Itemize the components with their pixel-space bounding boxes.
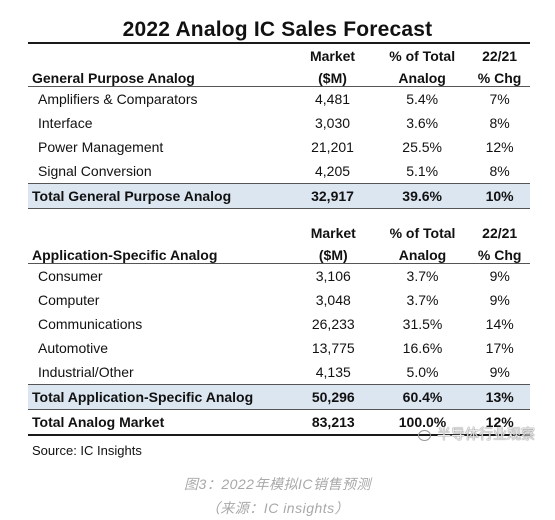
share-header-unit: Analog (375, 64, 470, 87)
chg-value: 9% (489, 364, 510, 380)
total-label: Total Application-Specific Analog (28, 384, 291, 410)
market-value: 4,135 (315, 364, 351, 380)
table-row: Interface 3,030 3.6% 8% (28, 111, 530, 135)
share-value: 5.1% (406, 163, 439, 179)
market-value: 13,775 (311, 340, 355, 356)
table-row: Industrial/Other 4,135 5.0% 9% (28, 360, 530, 385)
market-value: 4,481 (315, 91, 351, 107)
table-row: Communications 26,233 31.5% 14% (28, 312, 530, 336)
market-value: 26,233 (311, 316, 355, 332)
row-label: Automotive (38, 340, 109, 356)
watermark-text: 半导体行业观察 (437, 426, 535, 442)
header-row: General Purpose Analog ($M) Analog % Chg (28, 64, 530, 87)
share-value: 5.4% (406, 91, 439, 107)
total-chg: 10% (469, 183, 530, 209)
market-value: 3,030 (315, 115, 351, 131)
figure-source-caption: （来源：IC insights） (205, 500, 350, 516)
chg-value: 8% (489, 163, 510, 179)
total-row: Total Application-Specific Analog 50,296… (28, 384, 530, 410)
market-header: Market (310, 225, 356, 241)
table-title: 2022 Analog IC Sales Forecast (122, 18, 433, 41)
watermark: 半导体行业观察 (418, 424, 535, 444)
total-market: 32,917 (289, 183, 376, 209)
market-value: 3,106 (315, 268, 351, 284)
table-row: Signal Conversion 4,205 5.1% 8% (28, 159, 530, 184)
table-row: Power Management 21,201 25.5% 12% (28, 135, 530, 159)
chg-value: 9% (489, 292, 510, 308)
share-value: 3.6% (406, 115, 439, 131)
chg-header-unit: % Chg (469, 64, 530, 87)
application-specific-table: Market % of Total 22/21 Application-Spec… (28, 221, 530, 436)
share-value: 3.7% (406, 268, 439, 284)
chg-value: 14% (485, 316, 514, 332)
general-purpose-table: Market % of Total 22/21 General Purpose … (28, 42, 530, 209)
share-value: 3.7% (406, 292, 439, 308)
row-label: Consumer (38, 268, 103, 284)
market-value: 21,201 (311, 139, 354, 155)
market-value: 4,205 (315, 163, 351, 179)
share-header-unit: Analog (375, 241, 470, 264)
row-label: Power Management (38, 139, 164, 155)
chg-value: 12% (485, 139, 514, 155)
share-header: % of Total (389, 48, 456, 64)
share-value: 31.5% (402, 316, 443, 332)
row-label: Computer (38, 292, 100, 308)
market-header: Market (309, 48, 356, 64)
market-value: 3,048 (315, 292, 351, 308)
total-chg: 13% (469, 384, 530, 410)
figure-caption: 图3：2022年模拟IC销售预测 (184, 476, 371, 492)
total-share: 60.4% (375, 384, 470, 410)
row-label: Signal Conversion (38, 163, 152, 179)
chg-header: 22/21 (482, 48, 518, 64)
chg-header: 22/21 (482, 225, 518, 241)
share-header: % of Total (389, 225, 456, 241)
market-header-unit: ($M) (290, 241, 376, 264)
total-row: Total General Purpose Analog 32,917 39.6… (28, 183, 530, 209)
row-label: Communications (38, 316, 143, 332)
row-label: Industrial/Other (38, 364, 134, 380)
chg-value: 8% (489, 115, 510, 131)
table-row: Computer 3,048 3.7% 9% (28, 288, 530, 312)
total-label: Total General Purpose Analog (28, 183, 290, 209)
row-label: Amplifiers & Comparators (38, 91, 198, 107)
market-header-unit: ($M) (289, 64, 376, 87)
row-label: Interface (38, 115, 93, 131)
header-row: Market % of Total 22/21 (28, 43, 530, 64)
grand-total-label: Total Analog Market (28, 409, 291, 436)
chg-header-unit: % Chg (469, 241, 530, 264)
share-value: 5.0% (406, 364, 439, 380)
header-row: Market % of Total 22/21 (28, 221, 530, 241)
section-heading: Application-Specific Analog (28, 241, 291, 264)
table-row: Automotive 13,775 16.6% 17% (28, 336, 530, 360)
chg-value: 9% (489, 268, 510, 284)
table-row: Amplifiers & Comparators 4,481 5.4% 7% (28, 87, 530, 112)
chg-value: 17% (485, 340, 514, 356)
share-value: 16.6% (402, 340, 443, 356)
section-heading: General Purpose Analog (28, 64, 290, 87)
total-market: 50,296 (290, 384, 376, 410)
chg-value: 7% (489, 91, 510, 107)
grand-total-market: 83,213 (290, 409, 376, 436)
table-row: Consumer 3,106 3.7% 9% (28, 264, 530, 289)
header-row: Application-Specific Analog ($M) Analog … (28, 241, 530, 264)
grand-total-chg: 12% (469, 409, 530, 436)
share-value: 25.5% (402, 139, 442, 155)
source-note: Source: IC Insights (32, 443, 142, 458)
wechat-icon (418, 429, 431, 441)
total-share: 39.6% (375, 183, 470, 209)
